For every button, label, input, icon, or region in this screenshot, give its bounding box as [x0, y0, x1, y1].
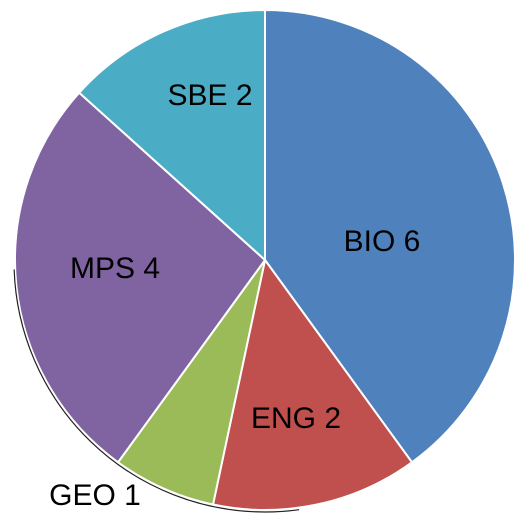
slice-label: BIO 6 — [344, 225, 421, 258]
slice-label: GEO 1 — [49, 479, 141, 512]
pie-outline — [13, 9, 515, 513]
slice-category: GEO — [49, 479, 116, 512]
pie-slice — [77, 8, 266, 263]
slice-category: ENG — [251, 402, 316, 435]
slice-value: 2 — [324, 402, 341, 435]
slice-value: 4 — [143, 252, 160, 285]
pie-slice — [211, 257, 414, 511]
pie-slice — [14, 91, 267, 464]
slice-category: MPS — [70, 252, 135, 285]
slice-category: SBE — [167, 79, 227, 112]
slice-label: ENG 2 — [251, 402, 341, 435]
slice-value: 2 — [236, 79, 253, 112]
slice-label: MPS 4 — [70, 252, 160, 285]
slice-value: 1 — [124, 479, 141, 512]
slice-value: 6 — [404, 225, 421, 258]
slice-label: SBE 2 — [167, 79, 252, 112]
pie-slice — [264, 8, 515, 464]
slice-category: BIO — [344, 225, 396, 258]
